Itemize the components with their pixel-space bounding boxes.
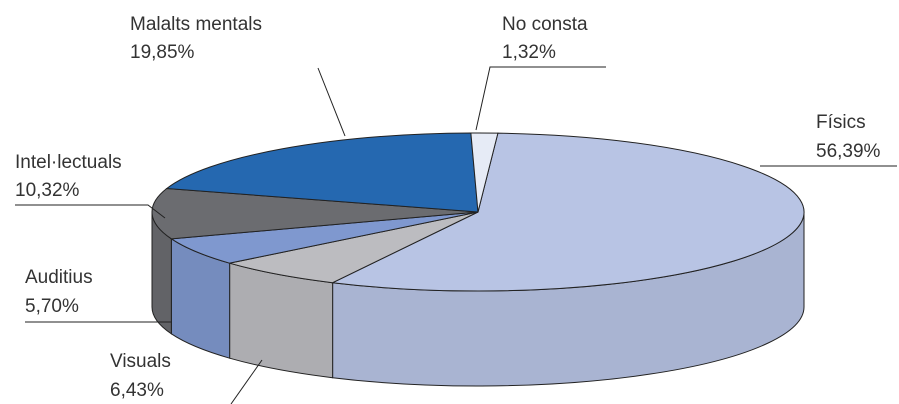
label-visuals: Visuals xyxy=(110,351,171,372)
value-auditius: 5,70% xyxy=(25,296,79,317)
label-intel-lectuals: Intel·lectuals xyxy=(15,152,122,173)
pie-sides xyxy=(151,211,805,387)
leader-malalts-mentals xyxy=(317,67,346,137)
value-no-consta: 1,32% xyxy=(502,42,556,63)
label-no-consta: No consta xyxy=(502,14,588,35)
leader-visuals xyxy=(230,359,263,404)
leader-lines xyxy=(15,66,897,404)
value-intel-lectuals: 10,32% xyxy=(15,180,80,201)
leader-intel-lectuals xyxy=(15,204,166,219)
label-fisics: Físics xyxy=(816,112,866,133)
slice-intel-lectuals xyxy=(151,187,479,240)
value-visuals: 6,43% xyxy=(110,380,164,401)
value-fisics: 56,39% xyxy=(816,141,881,162)
leader-no-consta xyxy=(475,66,606,131)
label-auditius: Auditius xyxy=(25,267,93,288)
slice-no-consta xyxy=(470,132,499,213)
value-malalts-mentals: 19,85% xyxy=(130,42,195,63)
label-malalts-mentals: Malalts mentals xyxy=(130,14,262,35)
slice-visuals xyxy=(229,211,479,284)
pie-tops xyxy=(151,132,805,292)
slice-f-sics xyxy=(330,132,805,292)
slice-malalts-mentals xyxy=(165,132,479,213)
